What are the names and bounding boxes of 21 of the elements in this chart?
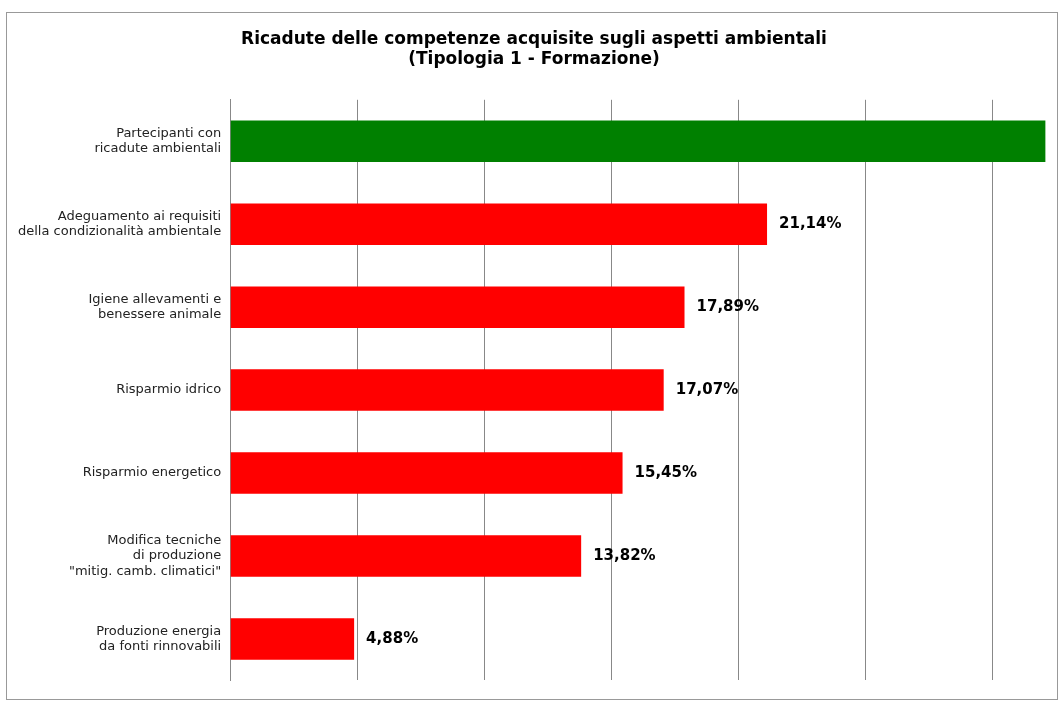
y-tick-label: Partecipanti con ricadute ambientali	[94, 124, 222, 156]
y-tick-label: Risparmio energetico	[82, 464, 222, 480]
bar	[230, 203, 768, 245]
bar	[230, 452, 623, 494]
y-tick-label: Igiene allevamenti e benessere animale	[88, 290, 222, 322]
data-label: 17,89%	[696, 297, 759, 316]
bar	[230, 120, 1046, 163]
data-label: 4,88%	[366, 628, 419, 647]
bar	[230, 618, 355, 660]
y-tick-label: Adeguamento ai requisiti della condizionalità ambientale	[17, 207, 222, 239]
bar	[230, 369, 664, 411]
y-tick-label: Produzione energia da fonti rinnovabili	[96, 622, 222, 654]
data-label: 21,14%	[779, 214, 842, 233]
y-tick-label: Modifica tecniche di produzione "mitig. camb. climatici"	[68, 531, 222, 578]
bar	[230, 286, 685, 328]
data-label: 13,82%	[593, 545, 656, 564]
bar	[230, 535, 582, 577]
data-label: 15,45%	[634, 462, 698, 481]
y-tick-label: Risparmio idrico	[116, 381, 222, 397]
chart-title: Ricadute delle competenze acquisite sugli aspetti ambientali (Tipologia 1 - Formazione)	[241, 27, 827, 69]
data-label: 17,07%	[675, 379, 739, 398]
